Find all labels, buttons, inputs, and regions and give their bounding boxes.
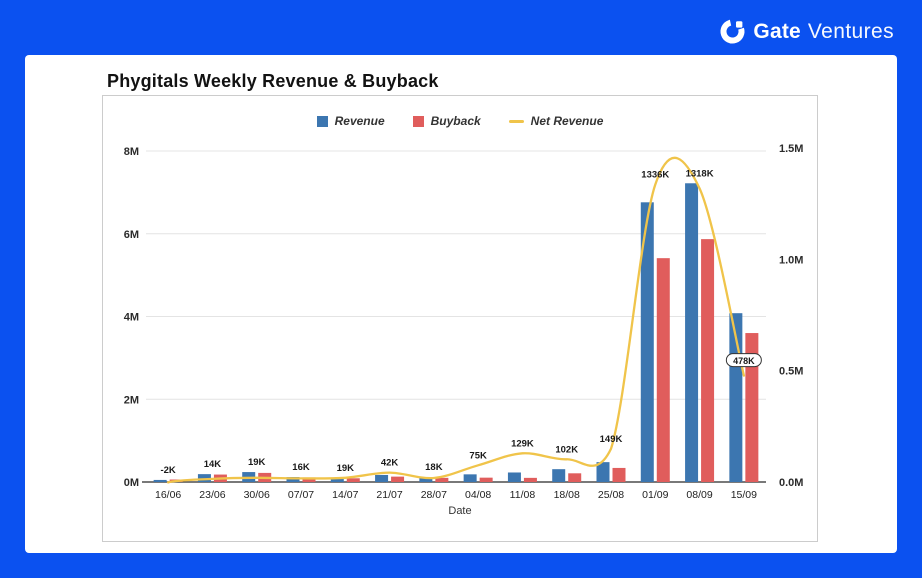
x-axis-tick: 04/08 [465, 489, 491, 501]
brand-header: Gate Ventures [719, 18, 894, 45]
x-axis-tick: 07/07 [288, 489, 314, 501]
left-axis-tick: 2M [124, 394, 139, 406]
revenue-bar [552, 469, 566, 482]
point-label: 16K [292, 462, 310, 473]
legend-label-buyback: Buyback [430, 114, 481, 128]
x-axis-title: Date [448, 505, 472, 517]
net-revenue-dash-icon [508, 119, 524, 123]
point-label: 102K [555, 444, 578, 455]
revenue-bar [507, 472, 521, 482]
plot-frame: 0M 2M 4M 6M 8M 0.0M 0.5M 1.0M 1.5M 16/06 23/06 30/0… [102, 95, 818, 542]
gate-logo-icon [720, 19, 745, 44]
left-axis-tick: 0M [124, 477, 139, 489]
buyback-bar [435, 477, 449, 482]
point-label: 18K [425, 462, 443, 473]
revenue-bar [419, 477, 433, 482]
buyback-bar [479, 477, 493, 482]
revenue-bar [197, 474, 211, 482]
x-axis-tick: 08/09 [686, 489, 712, 501]
x-axis-tick: 30/06 [244, 489, 270, 501]
legend-item-revenue: Revenue [316, 114, 385, 128]
x-axis-tick: 11/08 [510, 489, 536, 501]
buyback-bar [346, 478, 360, 482]
buyback-swatch-icon [412, 115, 424, 127]
legend-item-net-revenue: Net Revenue [508, 114, 604, 128]
left-axis-tick: 6M [124, 229, 139, 241]
revenue-bar [286, 477, 300, 482]
chart-card: Phygitals Weekly Revenue & Buyback 0M 2M 4… [25, 55, 897, 553]
revenue-bar [463, 474, 477, 482]
chart-title: Phygitals Weekly Revenue & Buyback [107, 71, 439, 91]
x-axis-tick: 16/06 [155, 489, 181, 501]
brand-name: Gate [753, 19, 801, 43]
point-label: 1336K [641, 170, 669, 181]
x-axis-tick: 25/08 [598, 489, 624, 501]
buyback-bar [701, 239, 715, 482]
net-revenue-line [166, 156, 746, 484]
point-label: 1318K [686, 168, 714, 179]
right-axis-tick: 0.5M [779, 366, 803, 378]
revenue-swatch-icon [316, 115, 328, 127]
point-label: 129K [511, 438, 534, 449]
revenue-bar [685, 183, 699, 482]
revenue-bar [375, 474, 389, 482]
x-axis-tick: 15/09 [731, 489, 757, 501]
buyback-bar [391, 476, 405, 482]
buyback-bar [523, 477, 537, 482]
x-axis-tick: 21/07 [376, 489, 402, 501]
point-label: 149K [600, 434, 623, 445]
legend-item-buyback: Buyback [412, 114, 481, 128]
right-axis-tick: 1.5M [779, 143, 803, 155]
brand-suffix: Ventures [807, 19, 894, 43]
left-axis-tick: 8M [124, 146, 139, 158]
buyback-bar [745, 333, 759, 482]
point-label: 75K [469, 450, 487, 461]
point-label: 42K [381, 458, 399, 469]
revenue-bar [153, 479, 167, 482]
x-axis-tick: 14/07 [332, 489, 358, 501]
buyback-bar [302, 477, 316, 482]
x-axis-tick: 01/09 [642, 489, 668, 501]
legend-label-net-revenue: Net Revenue [530, 114, 604, 128]
right-axis-tick: 1.0M [779, 254, 803, 266]
buyback-bar [568, 473, 582, 482]
right-axis-tick: 0.0M [779, 477, 803, 489]
chart-canvas: 0M 2M 4M 6M 8M 0.0M 0.5M 1.0M 1.5M 16/06 23/06 30/0… [124, 143, 804, 501]
boxed-point-label-bg [725, 353, 762, 368]
point-label: -2K [160, 465, 175, 476]
point-label: 14K [204, 459, 222, 470]
revenue-bar [596, 462, 610, 482]
revenue-bar [330, 477, 344, 482]
buyback-bar [656, 258, 670, 482]
x-axis-tick: 18/08 [554, 489, 580, 501]
buyback-bar [612, 467, 626, 482]
legend-label-revenue: Revenue [334, 114, 385, 128]
point-label: 19K [248, 457, 266, 468]
x-axis-tick: 28/07 [421, 489, 447, 501]
revenue-bar [640, 202, 654, 482]
x-axis-tick: 23/06 [199, 489, 225, 501]
point-label: 19K [337, 463, 355, 474]
boxed-point-label: 478K [733, 356, 755, 366]
chart-legend: Revenue Buyback Net Revenue [103, 114, 817, 128]
left-axis-tick: 4M [124, 312, 139, 324]
